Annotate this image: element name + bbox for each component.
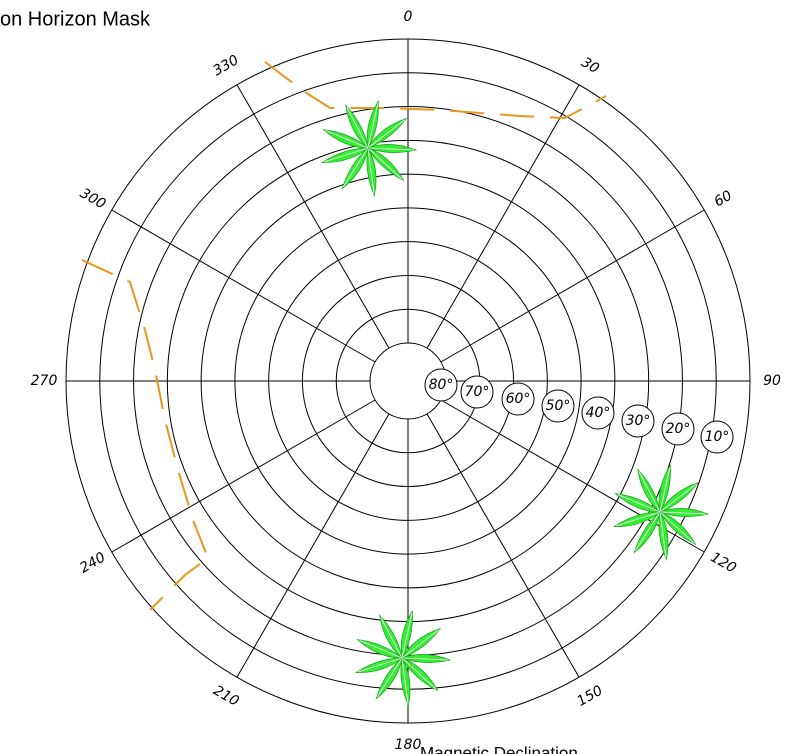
leaf-vein <box>401 657 449 661</box>
azimuth-label: 30 <box>578 54 602 77</box>
leaf-vein <box>346 106 369 149</box>
elevation-badge <box>541 389 575 423</box>
leaf-vein <box>367 147 403 180</box>
elevation-badge <box>424 368 458 402</box>
elevation-label: 10° <box>705 429 730 445</box>
azimuth-label: 0 <box>404 9 413 25</box>
spoke <box>111 399 376 553</box>
horizon-mask <box>264 61 607 120</box>
azimuth-label: 90 <box>763 373 781 389</box>
leaf-vein <box>380 616 403 659</box>
leaf-vein <box>659 511 695 544</box>
leaf-vein <box>401 657 437 690</box>
elevation-badge <box>581 396 615 430</box>
tree <box>320 99 418 197</box>
elevation-label: 60° <box>506 391 531 407</box>
elevation-badge <box>700 420 734 454</box>
elevation-label: 20° <box>666 421 691 437</box>
leaf-vein <box>367 147 375 194</box>
leaf-vein <box>401 657 409 704</box>
leaf-vein <box>376 657 403 698</box>
spoke <box>426 84 580 349</box>
elevation-label: 70° <box>465 384 490 400</box>
leaf-vein <box>401 629 439 659</box>
tree <box>612 463 710 561</box>
leaf-vein <box>359 640 403 659</box>
spoke <box>440 209 705 363</box>
leaf-vein <box>367 147 415 151</box>
spoke <box>236 413 390 678</box>
leaf <box>400 654 452 663</box>
tree <box>354 609 452 707</box>
leaf-vein <box>401 612 413 659</box>
leaf-vein <box>342 147 369 188</box>
trees <box>320 99 710 707</box>
leaf-vein <box>615 511 661 527</box>
leaf-vein <box>367 119 405 149</box>
elevation-label: 40° <box>586 405 611 421</box>
leaf-vein <box>634 511 661 552</box>
elevation-label: 50° <box>546 398 571 414</box>
title: on Horizon Mask <box>0 8 151 30</box>
elevation-badge <box>621 404 655 438</box>
leaf-vein <box>323 147 369 163</box>
footer: Magnetic Declination <box>420 743 578 754</box>
polar-grid <box>65 38 751 724</box>
leaf-vein <box>617 494 661 513</box>
horizon-mask <box>81 259 210 611</box>
spoke <box>111 209 376 363</box>
leaf-vein <box>659 511 667 558</box>
spoke <box>426 413 580 678</box>
leaf-vein <box>638 470 661 513</box>
leaf <box>366 144 418 153</box>
azimuth-label: 60 <box>712 188 736 211</box>
azimuth-label: 270 <box>31 373 58 389</box>
leaf-vein <box>357 657 403 673</box>
spoke <box>236 84 390 349</box>
elevation-badge <box>460 375 494 409</box>
leaf-vein <box>325 130 369 149</box>
leaf-vein <box>367 102 379 149</box>
elevation-badge <box>501 382 535 416</box>
leaf-vein <box>659 466 671 513</box>
leaf <box>658 508 710 517</box>
leaf-vein <box>659 483 697 513</box>
leaf-vein <box>659 511 707 515</box>
elevation-label: 80° <box>429 377 454 393</box>
azimuth-label: 180 <box>395 737 422 753</box>
elevation-label: 30° <box>626 413 651 429</box>
elevation-badge <box>661 412 695 446</box>
